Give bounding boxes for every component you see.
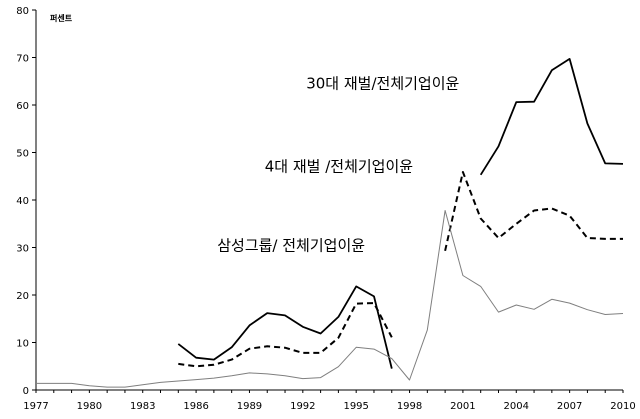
y-tick-label: 10	[16, 339, 29, 350]
unit-label: 퍼센트	[50, 13, 73, 23]
series-line-1-segment-1	[177, 285, 393, 369]
y-tick-label: 50	[16, 149, 29, 160]
axes: 0 10 20 30 40 50 60 70 80 1977 1980 1983 1986 1989 199…	[16, 6, 635, 412]
series-annotation: 4대 재벌 /전체기업이윤	[265, 158, 414, 176]
x-tick-label: 2004	[504, 401, 529, 412]
x-tick-label: 1986	[183, 401, 208, 412]
x-tick-label: 2001	[450, 401, 475, 412]
y-tick-label: 20	[16, 291, 29, 302]
x-tick-label: 1995	[343, 401, 368, 412]
x-tick-label: 1977	[23, 401, 48, 412]
x-tick-label: 2007	[557, 401, 582, 412]
x-tick-label: 1983	[130, 401, 155, 412]
y-tick-label: 70	[16, 54, 29, 65]
y-tick-label: 40	[16, 196, 29, 207]
series-line-1-segment-2	[479, 58, 624, 176]
x-tick-label: 1992	[290, 401, 315, 412]
series-line-3-segment-1	[36, 210, 624, 388]
y-tick-label: 60	[16, 101, 29, 112]
series-annotation: 삼성그룹/ 전체기업이윤	[217, 236, 365, 254]
series-annotation: 30대 재벌/전체기업이윤	[306, 74, 459, 92]
series-lines	[36, 58, 624, 388]
x-tick-label: 1989	[237, 401, 262, 412]
y-tick-label: 0	[23, 386, 29, 397]
x-tick-label: 1998	[397, 401, 422, 412]
x-tick-label: 2010	[610, 401, 635, 412]
series-line-2-segment-1	[178, 302, 393, 368]
y-tick-label: 30	[16, 244, 29, 255]
series-line-2-segment-2	[444, 171, 623, 252]
x-tick-label: 1980	[77, 401, 102, 412]
y-tick-label: 80	[16, 6, 29, 17]
